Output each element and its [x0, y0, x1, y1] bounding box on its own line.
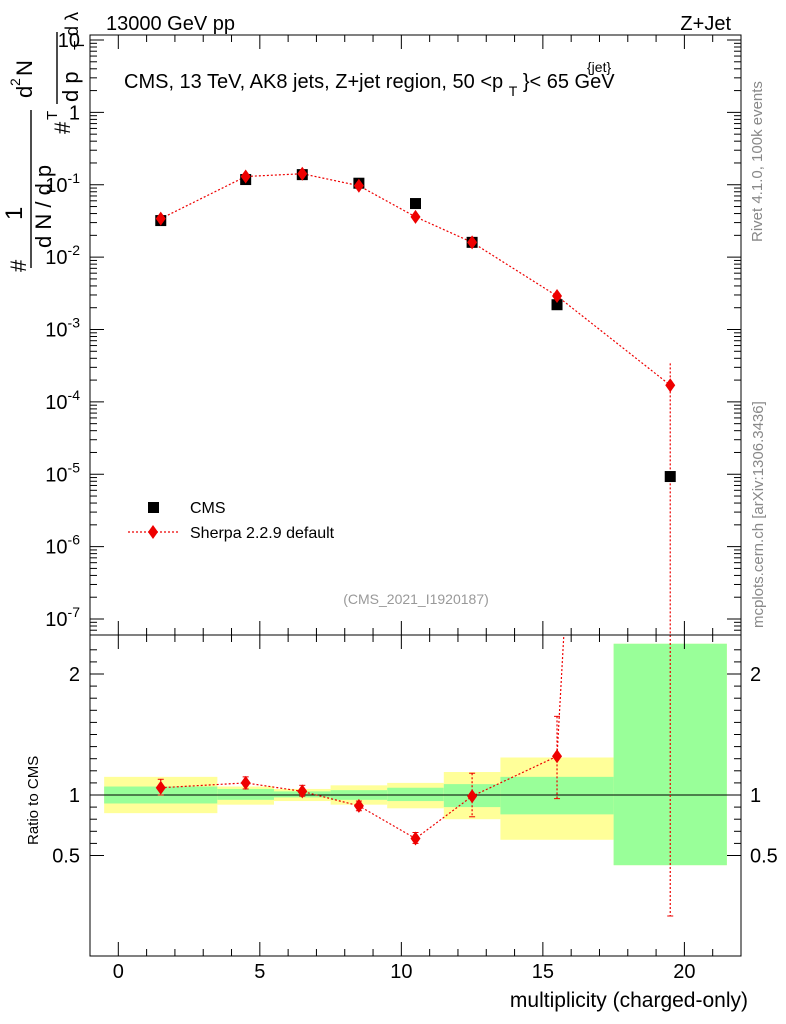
- ylabel-n: N: [12, 60, 37, 76]
- chart-title-sub: T: [509, 83, 518, 99]
- ylabel-dlambda: d λ: [62, 12, 82, 36]
- header-left-title: 13000 GeV pp: [106, 13, 235, 35]
- y-tick-label: 10: [58, 30, 80, 52]
- y-tick-label: 10-5: [45, 459, 80, 486]
- sherpa-point: [410, 209, 421, 224]
- ylabel-dn-dpt-sub: T: [44, 111, 61, 120]
- sherpa-line: [160, 173, 671, 386]
- mcplots-label: mcplots.cern.ch [arXiv:1306.3436]: [750, 401, 767, 628]
- ratio-series-line: [160, 635, 565, 840]
- sherpa-point: [240, 169, 251, 184]
- ratio-points: [155, 635, 674, 917]
- ratio-sherpa-line: [160, 635, 565, 840]
- x-tick-label: 10: [390, 961, 412, 983]
- x-tick-label: 20: [673, 961, 695, 983]
- sherpa-point: [155, 211, 166, 226]
- y-tick-label: 10-4: [45, 387, 80, 414]
- ylabel-hash-2: #: [50, 121, 75, 134]
- legend: CMS Sherpa 2.2.9 default: [128, 500, 335, 542]
- rivet-label: Rivet 4.1.0, 100k events: [749, 81, 766, 242]
- x-tick-label: 0: [113, 961, 124, 983]
- y-tick-label: 10-3: [45, 315, 80, 342]
- chart-title: CMS, 13 TeV, AK8 jets, Z+jet region, 50 …: [124, 71, 615, 101]
- ratio-y-tick-label-left: 1: [69, 785, 80, 807]
- legend-label-sherpa: Sherpa 2.2.9 default: [190, 525, 335, 542]
- main-y-ticks: 10 1 10-1 10-2 10-3 10-4 10-5 10-6 10-7: [45, 30, 742, 635]
- y-tick-label: 10-7: [45, 604, 80, 631]
- ylabel-dp: d p: [58, 71, 83, 102]
- chart-title-sup: {jet}: [587, 59, 611, 75]
- main-y-label: # 1 d N / d p T # d 2 N d p T d λ: [1, 12, 88, 272]
- ratio-y-tick-label-right: 0.5: [750, 846, 778, 868]
- main-panel: 10 1 10-1 10-2 10-3 10-4 10-5 10-6 10-7 CMS, 13 …: [45, 30, 742, 636]
- ratio-point: [552, 749, 563, 764]
- ratio-point: [410, 831, 421, 846]
- sherpa-point: [665, 378, 676, 393]
- main-points: [155, 166, 676, 635]
- x-tick-label: 15: [532, 961, 554, 983]
- main-frame: [89, 34, 742, 636]
- legend-marker-sherpa: [148, 525, 158, 539]
- legend-marker-cms: [148, 502, 159, 513]
- ylabel-hash-1: #: [6, 259, 31, 272]
- chart-title-main: CMS, 13 TeV, AK8 jets, Z+jet region, 50 …: [124, 71, 503, 93]
- ratio-point: [353, 798, 364, 813]
- y-tick-label: 10-6: [45, 532, 80, 559]
- y-tick-label: 10-1: [45, 170, 80, 197]
- ylabel-d: d: [12, 86, 37, 98]
- ylabel-dp-sub: T: [71, 41, 88, 50]
- ratio-y-tick-label-right: 2: [750, 664, 761, 686]
- analysis-watermark: (CMS_2021_I1920187): [343, 591, 489, 607]
- header-right-title: Z+Jet: [680, 13, 731, 35]
- ratio-point: [467, 789, 478, 804]
- cms-point: [664, 471, 676, 483]
- ratio-point: [297, 784, 308, 799]
- ratio-point: [155, 780, 166, 795]
- x-tick-label: 5: [254, 961, 265, 983]
- x-ticks: 0 5 10 15 20: [89, 635, 742, 983]
- cms-point: [410, 198, 421, 210]
- sherpa-point: [353, 178, 364, 193]
- cms-point: [551, 299, 563, 311]
- sherpa-series-line: [160, 173, 671, 386]
- stat-uncertainty-band: [387, 787, 444, 802]
- stat-uncertainty-band: [217, 788, 274, 800]
- y-tick-label: 10-2: [45, 242, 80, 269]
- ylabel-dn-dpt: d N / d p: [31, 165, 56, 248]
- ratio-y-ticks: 0.5 0.5 1 1 2 2: [52, 649, 778, 868]
- ratio-panel: 0.5 0.5 1 1 2 2 0 5 10 15 20 Ratio to CMS multipl…: [25, 634, 778, 1012]
- legend-label-cms: CMS: [190, 500, 226, 517]
- sherpa-point: [297, 166, 308, 181]
- ratio-y-tick-label-left: 0.5: [52, 846, 80, 868]
- chart-title-tail: }< 65 GeV: [523, 71, 615, 93]
- ratio-y-tick-label-right: 1: [750, 785, 761, 807]
- sherpa-point: [552, 289, 563, 304]
- ratio-point: [240, 775, 251, 790]
- stat-uncertainty-band: [500, 776, 614, 815]
- ratio-y-label: Ratio to CMS: [25, 756, 42, 845]
- ylabel-two: 2: [7, 78, 23, 86]
- ylabel-one: 1: [1, 207, 28, 220]
- x-axis-label: multiplicity (charged-only): [510, 989, 748, 1012]
- ratio-y-tick-label-left: 2: [69, 664, 80, 686]
- sherpa-point: [467, 235, 478, 250]
- y-tick-label: 1: [69, 102, 80, 124]
